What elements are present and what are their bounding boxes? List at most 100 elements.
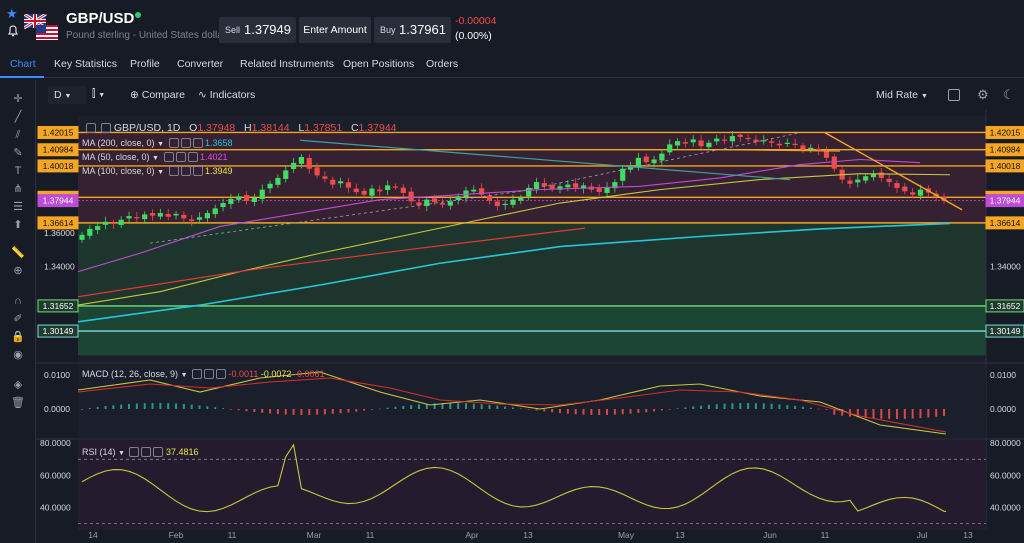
legend-collapse-icon[interactable] bbox=[86, 123, 96, 133]
compare-button[interactable]: ⊕ Compare bbox=[130, 89, 185, 101]
star-icon[interactable]: ★ bbox=[6, 6, 18, 21]
gear-icon[interactable]: ⚙ bbox=[977, 87, 989, 102]
macd-histogram-bar bbox=[551, 409, 554, 413]
text-tool-icon[interactable]: T bbox=[14, 165, 22, 177]
legend-settings-icon[interactable] bbox=[100, 123, 111, 133]
trend-line-icon[interactable]: ╱ bbox=[14, 111, 22, 123]
tab-converter[interactable]: Converter bbox=[177, 58, 224, 70]
candle bbox=[698, 140, 704, 147]
gear-icon[interactable] bbox=[175, 152, 186, 162]
candle bbox=[165, 214, 171, 217]
trash-icon[interactable]: 🗑 bbox=[11, 397, 25, 409]
candle bbox=[784, 142, 790, 144]
eye-icon[interactable] bbox=[192, 369, 203, 379]
sell-button[interactable]: Sell 1.37949 bbox=[219, 17, 296, 43]
gear-icon[interactable] bbox=[180, 166, 191, 176]
pattern-icon[interactable]: ⋔ bbox=[13, 183, 23, 195]
level-tag-right bbox=[985, 125, 1024, 139]
tab-open-positions[interactable]: Open Positions bbox=[343, 58, 415, 70]
tab-profile[interactable]: Profile bbox=[130, 58, 160, 70]
macd-histogram-bar bbox=[527, 409, 530, 410]
macd-histogram-bar bbox=[417, 404, 420, 409]
gear-icon[interactable] bbox=[141, 447, 152, 457]
low-label: L bbox=[298, 122, 305, 134]
eye-icon[interactable] bbox=[129, 447, 140, 457]
alert-bell-icon[interactable] bbox=[6, 24, 20, 38]
candle bbox=[267, 183, 273, 189]
rsi-legend[interactable]: RSI (14) ▼ 37.4816 bbox=[82, 447, 199, 457]
cursor-icon[interactable]: ⬆ bbox=[13, 219, 23, 231]
candle bbox=[706, 142, 712, 148]
layers-icon[interactable]: ◈ bbox=[13, 379, 23, 391]
close-icon[interactable] bbox=[153, 447, 164, 457]
candle bbox=[604, 187, 610, 193]
ma50-legend[interactable]: MA (50, close, 0) ▼ 1.4021 bbox=[82, 152, 228, 162]
macd-histogram-bar bbox=[464, 403, 467, 409]
ruler-icon[interactable]: 📏 bbox=[11, 247, 25, 259]
x-axis-label: 11 bbox=[821, 530, 830, 540]
macd-histogram-bar bbox=[833, 409, 836, 415]
close-icon[interactable] bbox=[192, 138, 203, 148]
candle bbox=[792, 143, 798, 145]
gear-icon[interactable] bbox=[180, 138, 191, 148]
macd-histogram-bar bbox=[739, 403, 742, 409]
gear-icon[interactable] bbox=[204, 369, 215, 379]
interval-select[interactable]: D ▼ bbox=[48, 86, 86, 104]
candle bbox=[910, 192, 916, 195]
eye-icon[interactable]: ◉ bbox=[13, 349, 23, 361]
eye-icon[interactable] bbox=[168, 166, 179, 176]
fibonacci-icon[interactable]: ☰ bbox=[13, 201, 23, 213]
candle bbox=[95, 226, 101, 230]
close-icon[interactable] bbox=[216, 369, 227, 379]
candle bbox=[79, 234, 85, 240]
y-tick-label: 1.34000 bbox=[44, 262, 75, 272]
candle bbox=[314, 167, 320, 176]
low-value: 1.37851 bbox=[304, 122, 343, 134]
buy-button[interactable]: Buy 1.37961 bbox=[374, 17, 451, 43]
macd-histogram-bar bbox=[175, 403, 178, 409]
indicators-button[interactable]: ∿ Indicators bbox=[198, 89, 255, 101]
parallel-lines-icon[interactable]: ⫽ bbox=[15, 129, 21, 141]
eye-icon[interactable] bbox=[163, 152, 174, 162]
candle bbox=[400, 187, 406, 193]
brush-icon[interactable]: ✎ bbox=[13, 147, 23, 159]
candle bbox=[204, 213, 210, 219]
candles-icon: ⫿ bbox=[92, 88, 96, 100]
macd-histogram-bar bbox=[770, 403, 773, 409]
macd-legend[interactable]: MACD (12, 26, close, 9) ▼ -0.0011 -0.007… bbox=[82, 369, 324, 379]
zoom-in-icon[interactable]: ⊕ bbox=[13, 265, 23, 277]
candle bbox=[667, 144, 673, 153]
macd-histogram-bar bbox=[214, 407, 217, 409]
price-source-select[interactable]: Mid Rate ▼ bbox=[876, 89, 928, 101]
macd-histogram-bar bbox=[300, 409, 303, 415]
close-icon[interactable] bbox=[187, 152, 198, 162]
level-label-left: 1.37944 bbox=[43, 196, 74, 206]
macd-histogram-bar bbox=[559, 409, 562, 414]
lock-drawing-icon[interactable]: ✐ bbox=[13, 313, 23, 325]
close-icon[interactable] bbox=[192, 166, 203, 176]
enter-amount-button[interactable]: Enter Amount bbox=[299, 17, 371, 43]
tab-related-instruments[interactable]: Related Instruments bbox=[240, 58, 334, 70]
eye-icon[interactable] bbox=[168, 138, 179, 148]
macd-histogram-bar bbox=[613, 409, 616, 415]
close-label: C bbox=[350, 122, 359, 134]
lock-icon[interactable]: 🔒 bbox=[11, 331, 25, 343]
dashed-trend-line bbox=[149, 132, 801, 244]
magnet-icon[interactable]: ∩ bbox=[14, 295, 22, 307]
theme-toggle-icon[interactable]: ☾ bbox=[1003, 87, 1015, 102]
crosshair-icon[interactable]: ✛ bbox=[13, 93, 23, 105]
macd-histogram-bar bbox=[167, 403, 170, 409]
ma100-legend[interactable]: MA (100, close, 0) ▼ 1.3949 bbox=[82, 166, 233, 176]
fullscreen-icon[interactable] bbox=[948, 89, 960, 101]
chart-type-select[interactable]: ⫿ ▼ bbox=[92, 88, 105, 101]
tab-orders[interactable]: Orders bbox=[426, 58, 459, 70]
macd-histogram-bar bbox=[151, 403, 154, 409]
tab-key-statistics[interactable]: Key Statistics bbox=[54, 58, 118, 70]
active-tab-indicator bbox=[0, 76, 44, 78]
candle bbox=[439, 203, 446, 205]
candle bbox=[385, 185, 391, 190]
ma200-legend[interactable]: MA (200, close, 0) ▼ 1.3658 bbox=[82, 138, 233, 148]
macd-histogram-bar bbox=[786, 405, 789, 409]
tab-chart[interactable]: Chart bbox=[10, 58, 36, 70]
